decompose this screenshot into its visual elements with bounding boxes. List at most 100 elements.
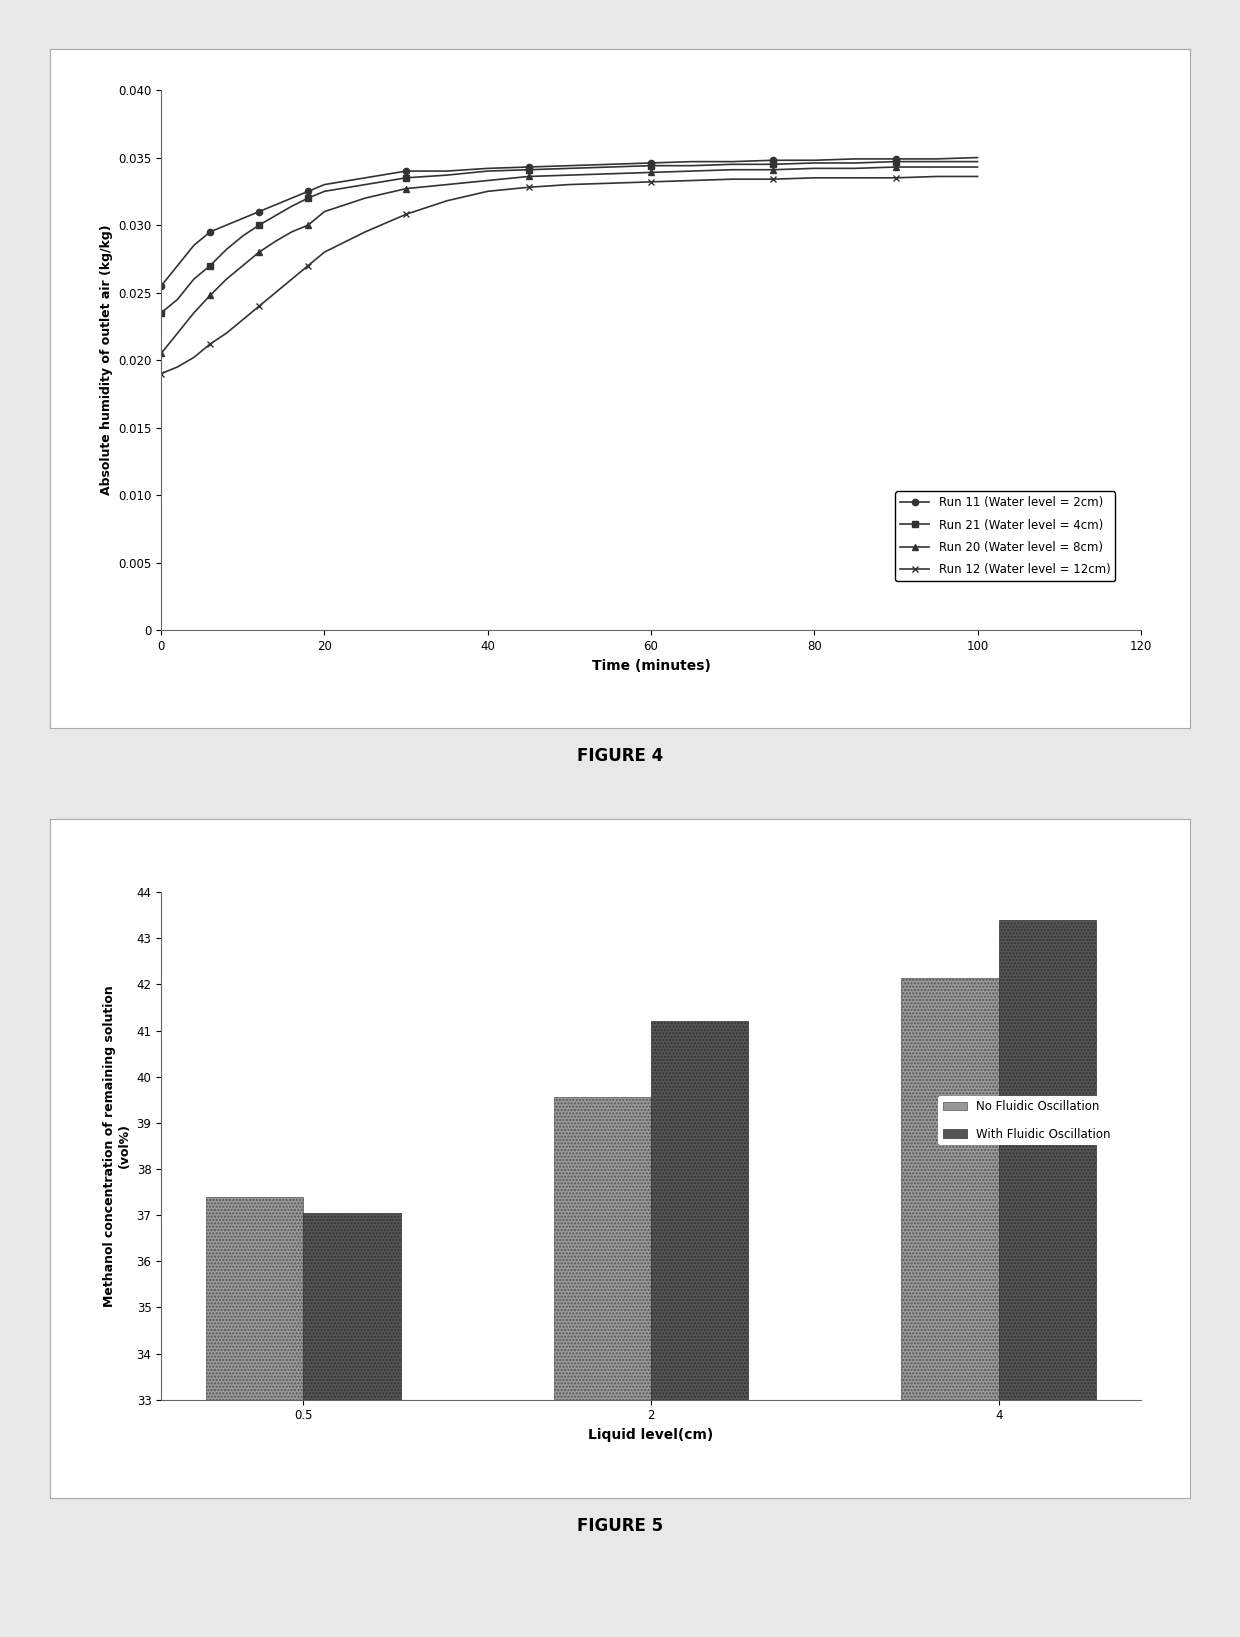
Run 11 (Water level = 2cm): [480, 159, 495, 178]
Run 12 (Water level = 12cm): [154, 363, 169, 383]
Run 11 (Water level = 2cm): [252, 201, 267, 221]
Run 11 (Water level = 2cm): [439, 160, 454, 180]
Run 12 (Water level = 12cm): [284, 268, 299, 288]
Run 20 (Water level = 8cm): [317, 201, 332, 221]
Y-axis label: Methanol concentration of remaining solution
(vol%): Methanol concentration of remaining solu…: [103, 985, 131, 1306]
Run 12 (Water level = 12cm): [268, 283, 283, 303]
Bar: [206, 1197, 303, 1400]
Run 20 (Water level = 8cm): [848, 159, 863, 178]
Run 11 (Water level = 2cm): [236, 208, 250, 228]
Bar: [901, 977, 999, 1400]
Run 12 (Water level = 12cm): [848, 169, 863, 188]
Run 20 (Water level = 8cm): [236, 255, 250, 275]
Line: Run 11 (Water level = 2cm): Run 11 (Water level = 2cm): [157, 154, 981, 290]
Run 11 (Water level = 2cm): [848, 149, 863, 169]
Run 11 (Water level = 2cm): [562, 156, 577, 175]
Run 11 (Water level = 2cm): [766, 151, 781, 170]
Run 11 (Water level = 2cm): [268, 195, 283, 214]
Line: Run 21 (Water level = 4cm): Run 21 (Water level = 4cm): [157, 159, 981, 316]
Run 21 (Water level = 4cm): [317, 182, 332, 201]
Run 21 (Water level = 4cm): [439, 165, 454, 185]
Run 20 (Water level = 8cm): [725, 160, 740, 180]
Run 12 (Water level = 12cm): [358, 223, 373, 242]
Run 12 (Water level = 12cm): [203, 334, 218, 354]
Run 12 (Water level = 12cm): [300, 255, 315, 275]
Bar: [651, 1021, 749, 1400]
Run 21 (Water level = 4cm): [848, 154, 863, 174]
Run 21 (Water level = 4cm): [252, 214, 267, 234]
Run 12 (Water level = 12cm): [766, 169, 781, 188]
Run 11 (Water level = 2cm): [725, 152, 740, 172]
Run 20 (Water level = 8cm): [970, 157, 985, 177]
Bar: [303, 1213, 401, 1400]
Run 21 (Water level = 4cm): [236, 226, 250, 246]
Legend: Run 11 (Water level = 2cm), Run 21 (Water level = 4cm), Run 20 (Water level = 8c: Run 11 (Water level = 2cm), Run 21 (Wate…: [895, 491, 1115, 581]
Run 20 (Water level = 8cm): [300, 214, 315, 234]
Run 11 (Water level = 2cm): [888, 149, 903, 169]
X-axis label: Liquid level(cm): Liquid level(cm): [588, 1427, 714, 1442]
Run 20 (Water level = 8cm): [766, 160, 781, 180]
Run 20 (Water level = 8cm): [268, 231, 283, 250]
Run 12 (Water level = 12cm): [170, 357, 185, 377]
Run 20 (Water level = 8cm): [284, 223, 299, 242]
Run 21 (Water level = 4cm): [399, 169, 414, 188]
Run 20 (Water level = 8cm): [358, 188, 373, 208]
Run 11 (Water level = 2cm): [219, 214, 234, 234]
Run 11 (Water level = 2cm): [300, 182, 315, 201]
Run 11 (Water level = 2cm): [807, 151, 822, 170]
Run 11 (Water level = 2cm): [186, 236, 201, 255]
Run 11 (Water level = 2cm): [644, 154, 658, 174]
Run 21 (Water level = 4cm): [219, 239, 234, 259]
Y-axis label: Absolute humidity of outlet air (kg/kg): Absolute humidity of outlet air (kg/kg): [99, 224, 113, 496]
Run 20 (Water level = 8cm): [399, 178, 414, 198]
Run 21 (Water level = 4cm): [203, 255, 218, 275]
Run 20 (Water level = 8cm): [684, 160, 699, 180]
Run 12 (Water level = 12cm): [317, 242, 332, 262]
Run 12 (Water level = 12cm): [439, 192, 454, 211]
X-axis label: Time (minutes): Time (minutes): [591, 658, 711, 673]
Run 21 (Water level = 4cm): [186, 268, 201, 288]
Run 20 (Water level = 8cm): [170, 324, 185, 344]
Run 21 (Water level = 4cm): [358, 175, 373, 195]
Run 20 (Water level = 8cm): [252, 242, 267, 262]
Line: Run 20 (Water level = 8cm): Run 20 (Water level = 8cm): [157, 164, 981, 357]
Run 21 (Water level = 4cm): [929, 152, 944, 172]
Run 21 (Water level = 4cm): [684, 156, 699, 175]
Run 11 (Water level = 2cm): [603, 154, 618, 174]
Run 11 (Water level = 2cm): [521, 157, 536, 177]
Run 12 (Water level = 12cm): [219, 324, 234, 344]
Run 21 (Water level = 4cm): [300, 188, 315, 208]
Run 11 (Water level = 2cm): [399, 160, 414, 180]
Line: Run 12 (Water level = 12cm): Run 12 (Water level = 12cm): [157, 174, 981, 377]
Run 21 (Water level = 4cm): [480, 160, 495, 180]
Run 21 (Water level = 4cm): [766, 154, 781, 174]
Run 12 (Water level = 12cm): [684, 170, 699, 190]
Run 20 (Water level = 8cm): [929, 157, 944, 177]
Run 11 (Water level = 2cm): [170, 255, 185, 275]
Run 12 (Water level = 12cm): [186, 347, 201, 367]
Run 12 (Water level = 12cm): [888, 169, 903, 188]
Run 21 (Water level = 4cm): [562, 159, 577, 178]
Run 21 (Water level = 4cm): [644, 156, 658, 175]
Run 12 (Water level = 12cm): [644, 172, 658, 192]
Run 11 (Water level = 2cm): [317, 175, 332, 195]
Run 21 (Water level = 4cm): [725, 154, 740, 174]
Run 21 (Water level = 4cm): [521, 160, 536, 180]
Run 21 (Water level = 4cm): [807, 154, 822, 174]
Run 12 (Water level = 12cm): [236, 309, 250, 329]
Run 11 (Water level = 2cm): [358, 169, 373, 188]
Run 21 (Water level = 4cm): [284, 196, 299, 216]
Run 20 (Water level = 8cm): [562, 165, 577, 185]
Text: FIGURE 5: FIGURE 5: [577, 1517, 663, 1534]
Legend: No Fluidic Oscillation, With Fluidic Oscillation: No Fluidic Oscillation, With Fluidic Osc…: [939, 1095, 1115, 1146]
Run 20 (Water level = 8cm): [480, 170, 495, 190]
Run 20 (Water level = 8cm): [186, 303, 201, 322]
Run 20 (Water level = 8cm): [203, 285, 218, 304]
Run 21 (Water level = 4cm): [603, 157, 618, 177]
Run 21 (Water level = 4cm): [970, 152, 985, 172]
Run 12 (Water level = 12cm): [929, 167, 944, 187]
Run 12 (Water level = 12cm): [252, 296, 267, 316]
Text: FIGURE 4: FIGURE 4: [577, 748, 663, 764]
Run 11 (Water level = 2cm): [203, 223, 218, 242]
Run 20 (Water level = 8cm): [219, 268, 234, 288]
